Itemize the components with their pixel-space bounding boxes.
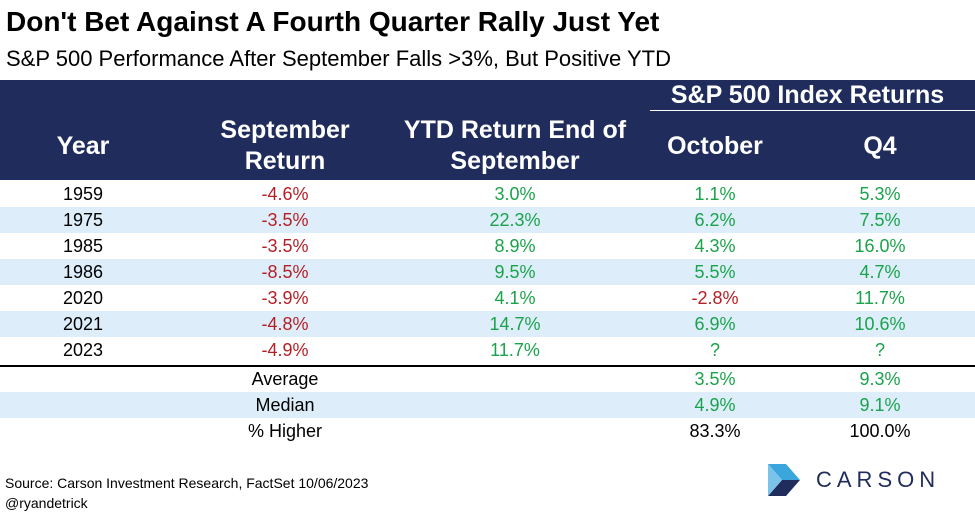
cell-year: 1986 — [62, 262, 104, 282]
header-september-return: September Return — [220, 116, 350, 175]
table-row: 1975 -3.5% 22.3% 6.2% 7.5% — [0, 207, 975, 233]
cell-september-return: -3.9% — [261, 288, 309, 308]
cell-q4: 10.6% — [854, 314, 906, 334]
cell-q4: 16.0% — [854, 236, 906, 256]
cell-q4: 11.7% — [855, 288, 905, 308]
cell-october: -2.8% — [691, 288, 739, 308]
cell-october: 6.9% — [694, 314, 736, 334]
summary-row-percent-higher: % Higher 83.3% 100.0% — [0, 418, 975, 444]
page-subtitle: S&P 500 Performance After September Fall… — [6, 46, 672, 71]
summary-row-median: Median 4.9% 9.1% — [0, 392, 975, 418]
cell-year: 2020 — [62, 288, 104, 308]
summary-october: 83.3% — [689, 421, 741, 441]
summary-label: Average — [251, 369, 319, 389]
cell-october: ? — [709, 340, 720, 360]
cell-q4: 7.5% — [859, 210, 901, 230]
cell-ytd-return: 14.7% — [489, 314, 541, 334]
author-handle: @ryandetrick — [5, 495, 88, 511]
group-header-underline — [650, 110, 975, 111]
cell-october: 4.3% — [694, 236, 736, 256]
source-note: Source: Carson Investment Research, Fact… — [5, 475, 369, 491]
cell-september-return: -8.5% — [261, 262, 309, 282]
header-ytd-return: YTD Return End of September — [403, 116, 627, 175]
cell-year: 2021 — [62, 314, 104, 334]
cell-q4: ? — [874, 340, 885, 360]
carson-logo-text: CARSON — [816, 467, 941, 492]
summary-q4: 100.0% — [849, 421, 911, 441]
summary-october: 3.5% — [694, 369, 736, 389]
cell-october: 6.2% — [694, 210, 736, 230]
cell-september-return: -3.5% — [261, 236, 309, 256]
header-october: October — [667, 131, 763, 160]
cell-october: 1.1% — [694, 184, 736, 204]
carson-logo: CARSON — [766, 462, 966, 498]
table-row: 2023 -4.9% 11.7% ? ? — [0, 337, 975, 363]
cell-year: 1959 — [62, 184, 104, 204]
header-year: Year — [56, 131, 110, 160]
cell-year: 1985 — [62, 236, 104, 256]
table-row: 1985 -3.5% 8.9% 4.3% 16.0% — [0, 233, 975, 259]
cell-year: 2023 — [62, 340, 104, 360]
group-header-index-returns: S&P 500 Index Returns — [670, 81, 945, 109]
cell-september-return: -4.6% — [261, 184, 309, 204]
summary-row-average: Average 3.5% 9.3% — [0, 366, 975, 392]
cell-september-return: -4.8% — [261, 314, 309, 334]
cell-q4: 4.7% — [859, 262, 901, 282]
cell-october: 5.5% — [694, 262, 736, 282]
summary-october: 4.9% — [694, 395, 736, 415]
summary-divider — [0, 365, 975, 367]
table-row: 2021 -4.8% 14.7% 6.9% 10.6% — [0, 311, 975, 337]
cell-september-return: -3.5% — [261, 210, 309, 230]
header-q4: Q4 — [863, 131, 897, 160]
cell-ytd-return: 8.9% — [494, 236, 536, 256]
cell-september-return: -4.9% — [261, 340, 309, 360]
cell-ytd-return: 4.1% — [494, 288, 536, 308]
page-title: Don't Bet Against A Fourth Quarter Rally… — [6, 6, 660, 37]
cell-year: 1975 — [62, 210, 104, 230]
cell-ytd-return: 11.7% — [490, 340, 540, 360]
summary-q4: 9.1% — [859, 395, 901, 415]
table-header: S&P 500 Index Returns Year September Ret… — [0, 80, 975, 180]
cell-ytd-return: 9.5% — [494, 262, 536, 282]
summary-label: Median — [255, 395, 315, 415]
table-row: 1959 -4.6% 3.0% 1.1% 5.3% — [0, 181, 975, 207]
carson-logo-icon — [768, 464, 800, 496]
summary-q4: 9.3% — [859, 369, 901, 389]
table-row: 2020 -3.9% 4.1% -2.8% 11.7% — [0, 285, 975, 311]
cell-q4: 5.3% — [859, 184, 901, 204]
table-row: 1986 -8.5% 9.5% 5.5% 4.7% — [0, 259, 975, 285]
summary-label: % Higher — [247, 421, 323, 441]
cell-ytd-return: 22.3% — [489, 210, 541, 230]
cell-ytd-return: 3.0% — [494, 184, 536, 204]
